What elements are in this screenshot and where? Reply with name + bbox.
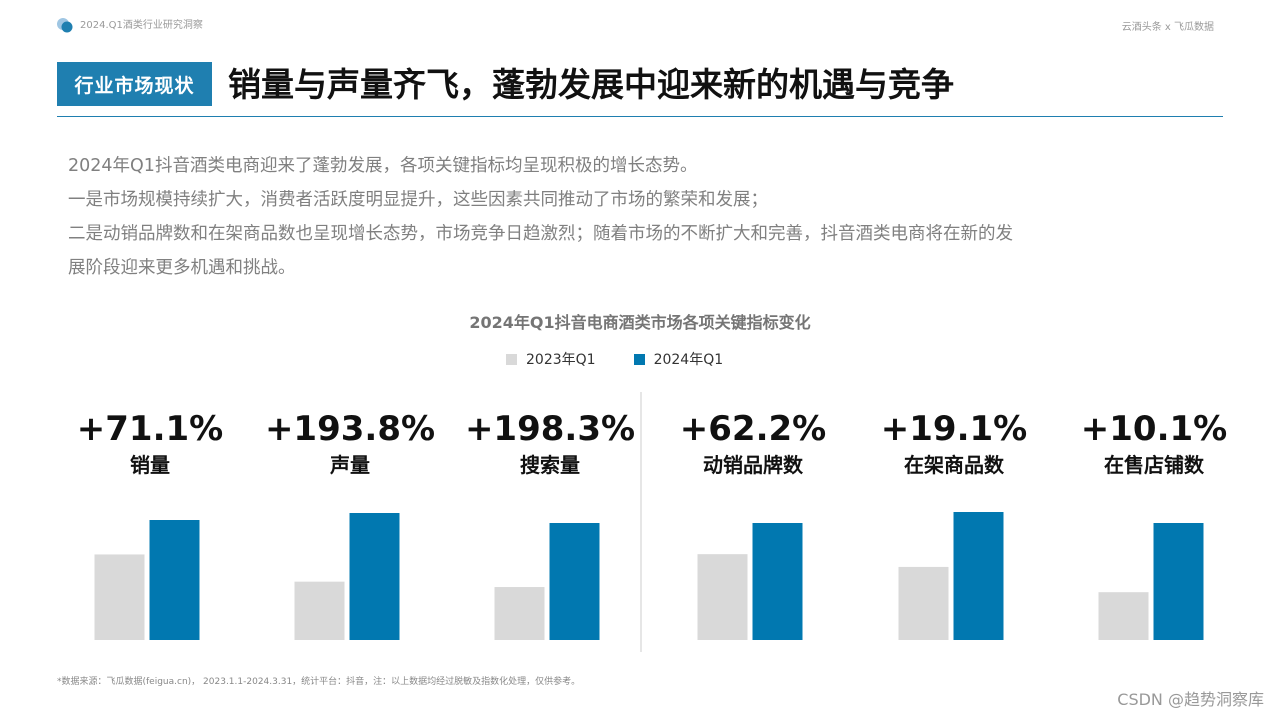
chart-title: 2024年Q1抖音电商酒类市场各项关键指标变化: [469, 313, 811, 332]
bar-2024-q1: [149, 520, 200, 640]
bar-2023-q1: [898, 566, 949, 640]
data-source-footnote: *数据来源：飞瓜数据(feigua.cn)， 2023.1.1-2024.3.3…: [57, 677, 581, 687]
legend-swatch-2023: [506, 353, 517, 365]
legend-label-2023: 2023年Q1: [526, 352, 596, 368]
page-title: 销量与声量齐飞，蓬勃发展中迎来新的机遇与竞争: [228, 65, 954, 104]
intro-text: 2024年Q1抖音酒类电商迎来了蓬勃发展，各项关键指标均呈现积极的增长态势。 一…: [68, 149, 1228, 285]
metric-change-label: +71.1%: [77, 409, 223, 449]
metric-name-label: 动销品牌数: [703, 453, 804, 477]
bar-2023-q1: [294, 581, 345, 640]
bar-2024-q1: [349, 513, 400, 640]
bar-2023-q1: [697, 554, 748, 640]
bar-chart: +71.1% 销量 +193.8% 声量 +198.3% 搜索量 +62.2% 动销品牌数 +1…: [77, 392, 1227, 652]
legend-item-2023: 2023年Q1: [506, 349, 596, 369]
bar-2024-q1: [1153, 523, 1204, 640]
intro-line: 二是动销品牌数和在架商品数也呈现增长态势，市场竞争日趋激烈；随着市场的不断扩大和…: [68, 224, 1013, 244]
bar-2023-q1: [94, 554, 145, 640]
intro-line: 展阶段迎来更多机遇和挑战。: [68, 258, 296, 278]
bar-2024-q1: [752, 523, 803, 640]
bar-2023-q1: [494, 587, 545, 640]
watermark: CSDN @趋势洞察库: [1117, 690, 1264, 709]
metric-name-label: 在售店铺数: [1104, 453, 1205, 477]
section-tag: 行业市场现状: [57, 62, 212, 106]
metric-change-label: +198.3%: [465, 409, 635, 449]
legend-swatch-2024: [633, 353, 645, 365]
metric-name-label: 销量: [130, 453, 170, 477]
bar-2024-q1: [549, 523, 600, 640]
metric-name-label: 搜索量: [520, 453, 580, 477]
metric-change-label: +19.1%: [881, 409, 1027, 449]
legend-item-2024: 2024年Q1: [633, 349, 724, 369]
bar-2023-q1: [1098, 592, 1149, 640]
metric-change-label: +62.2%: [680, 409, 826, 449]
intro-line: 一是市场规模持续扩大，消费者活跃度明显提升，这些因素共同推动了市场的繁荣和发展；: [68, 190, 768, 210]
bar-2024-q1: [953, 512, 1004, 640]
report-source-credit: 云酒头条 x 飞瓜数据: [1121, 22, 1214, 33]
report-header-title: 2024.Q1酒类行业研究洞察: [80, 20, 203, 31]
title-divider: [57, 116, 1223, 117]
metric-name-label: 在架商品数: [904, 453, 1005, 477]
chart-legend: 2023年Q1 2024年Q1: [506, 349, 761, 369]
metric-change-label: +10.1%: [1081, 409, 1227, 449]
brand-logo-icon: [57, 18, 73, 33]
intro-line: 2024年Q1抖音酒类电商迎来了蓬勃发展，各项关键指标均呈现积极的增长态势。: [68, 156, 698, 176]
legend-label-2024: 2024年Q1: [653, 352, 724, 368]
metric-name-label: 声量: [329, 453, 370, 477]
metric-change-label: +193.8%: [265, 409, 435, 449]
